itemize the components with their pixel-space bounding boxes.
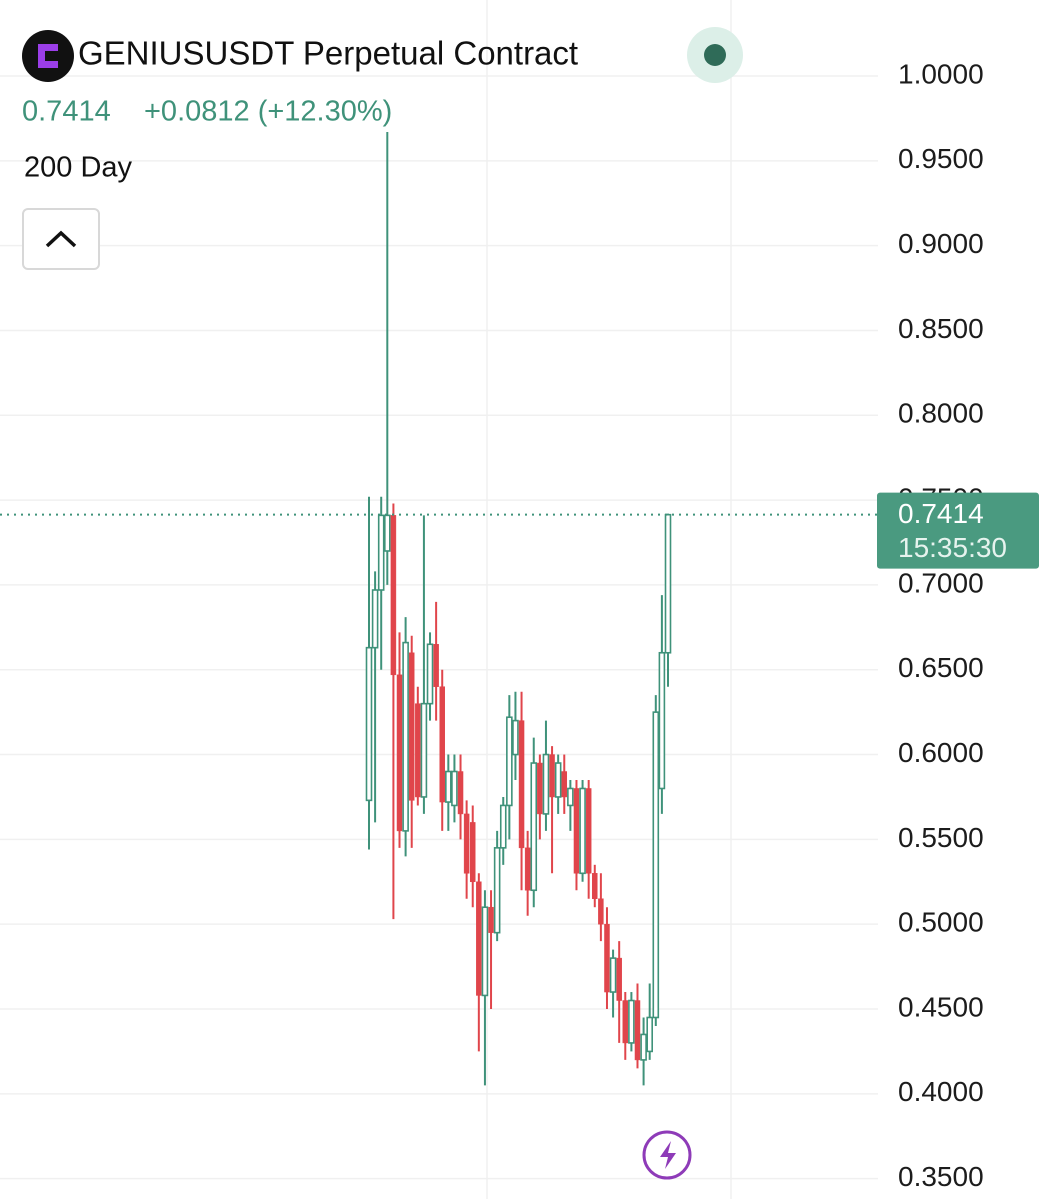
candle-body [481, 906, 489, 997]
candle-body [402, 641, 409, 832]
y-tick-label: 0.9000 [898, 228, 984, 259]
candle-body [463, 813, 470, 874]
candle-body [628, 999, 635, 1044]
price-label: 0.7414 15:35:30 [877, 492, 1039, 569]
candle-body [524, 847, 531, 891]
candle-body [567, 787, 574, 807]
candle-body [506, 716, 513, 807]
flash-icon [660, 1141, 676, 1169]
y-tick-label: 0.3500 [898, 1161, 984, 1192]
symbol-title: GENIUSUSDT Perpetual Contract [78, 35, 578, 72]
y-tick-label: 0.7000 [898, 567, 984, 598]
candle-body [609, 957, 617, 993]
candle-body [664, 513, 672, 654]
collapse-button[interactable] [22, 208, 100, 270]
candle-body [561, 771, 568, 798]
y-tick-label: 0.6500 [898, 652, 984, 683]
y-axis: 0.3500 0.4000 0.4500 0.5000 0.5500 0.6000 0.65… [898, 58, 984, 1192]
candle-body [493, 847, 501, 934]
y-tick-label: 0.5000 [898, 907, 984, 938]
y-tick-label: 0.8000 [898, 398, 984, 429]
y-tick-label: 0.9500 [898, 143, 984, 174]
candle-body [499, 804, 507, 849]
candle-body [512, 719, 519, 756]
candle-body [598, 898, 604, 925]
candles [365, 131, 672, 1086]
candle-body [537, 762, 543, 815]
candle-body [457, 771, 464, 815]
candle-body [592, 873, 598, 899]
candle-body [616, 957, 622, 1001]
candle-body [585, 788, 592, 874]
candle-body [542, 753, 550, 815]
coin-logo-mark [38, 44, 58, 68]
candle-body [371, 589, 379, 649]
y-tick-label: 0.5500 [898, 822, 984, 853]
candle-body [488, 906, 494, 933]
countdown: 15:35:30 [898, 532, 1007, 563]
candle-body [579, 787, 586, 875]
candle-body [646, 1016, 653, 1053]
price-label-value: 0.7414 [898, 498, 984, 529]
candle-body [439, 686, 445, 803]
y-tick-label: 0.4500 [898, 991, 984, 1022]
candle-body [390, 515, 397, 676]
status-dot [704, 44, 726, 66]
candle-body [420, 702, 428, 798]
candle-body [365, 646, 373, 802]
candle-body [554, 762, 562, 798]
price-change: +0.0812 (+12.30%) [144, 96, 392, 128]
y-tick-label: 0.6000 [898, 737, 984, 768]
candle-body [396, 674, 403, 832]
caret-icon [45, 230, 77, 248]
candle-body [640, 1033, 647, 1061]
y-tick-label: 0.8500 [898, 313, 984, 344]
candle-body [549, 754, 555, 798]
price-label-box [877, 492, 1039, 569]
candle-body [426, 643, 434, 705]
candle-body [518, 720, 525, 849]
indicator-label: 200 Day [24, 152, 133, 184]
candle-body [408, 652, 415, 801]
candle-body [573, 788, 580, 874]
coin-logo [22, 30, 74, 82]
candle-body [415, 703, 421, 798]
candle-body [622, 1000, 629, 1044]
candle-body [451, 770, 458, 807]
candle-body [658, 651, 666, 790]
candle-body [377, 514, 385, 591]
candle-body [433, 644, 439, 687]
candle-body [530, 762, 538, 892]
candle-body [604, 923, 610, 993]
current-price: 0.7414 [22, 96, 111, 128]
candle-body [634, 1000, 641, 1061]
candle-body [445, 770, 452, 803]
y-tick-label: 0.4000 [898, 1076, 984, 1107]
candle-body [476, 881, 482, 996]
grid [0, 75, 878, 1180]
candle-body [652, 711, 660, 1019]
candle-body [469, 822, 476, 883]
y-tick-label: 1.0000 [898, 58, 984, 89]
candle-body [384, 514, 391, 552]
